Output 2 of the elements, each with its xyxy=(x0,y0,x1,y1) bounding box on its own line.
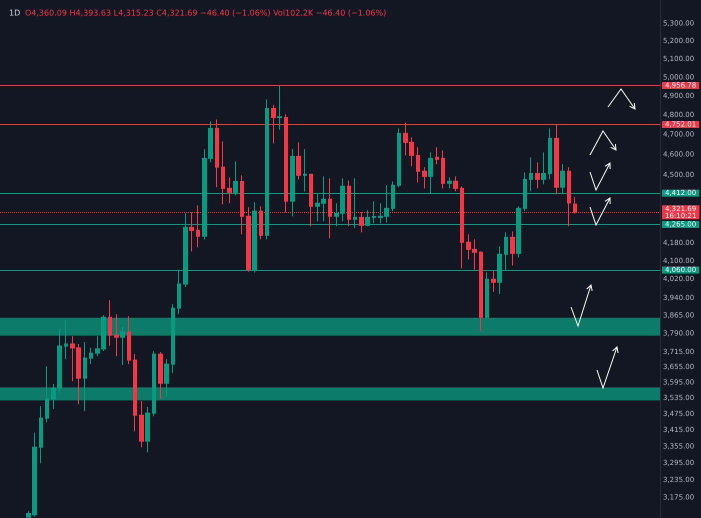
text: 1D xyxy=(9,8,20,18)
text: O4,360.09 H4,393.63 L4,315.23 C4,321.69 −46.40 (−1.06%) Vol102.2K −46.40 (−1.06%) xyxy=(25,8,386,18)
